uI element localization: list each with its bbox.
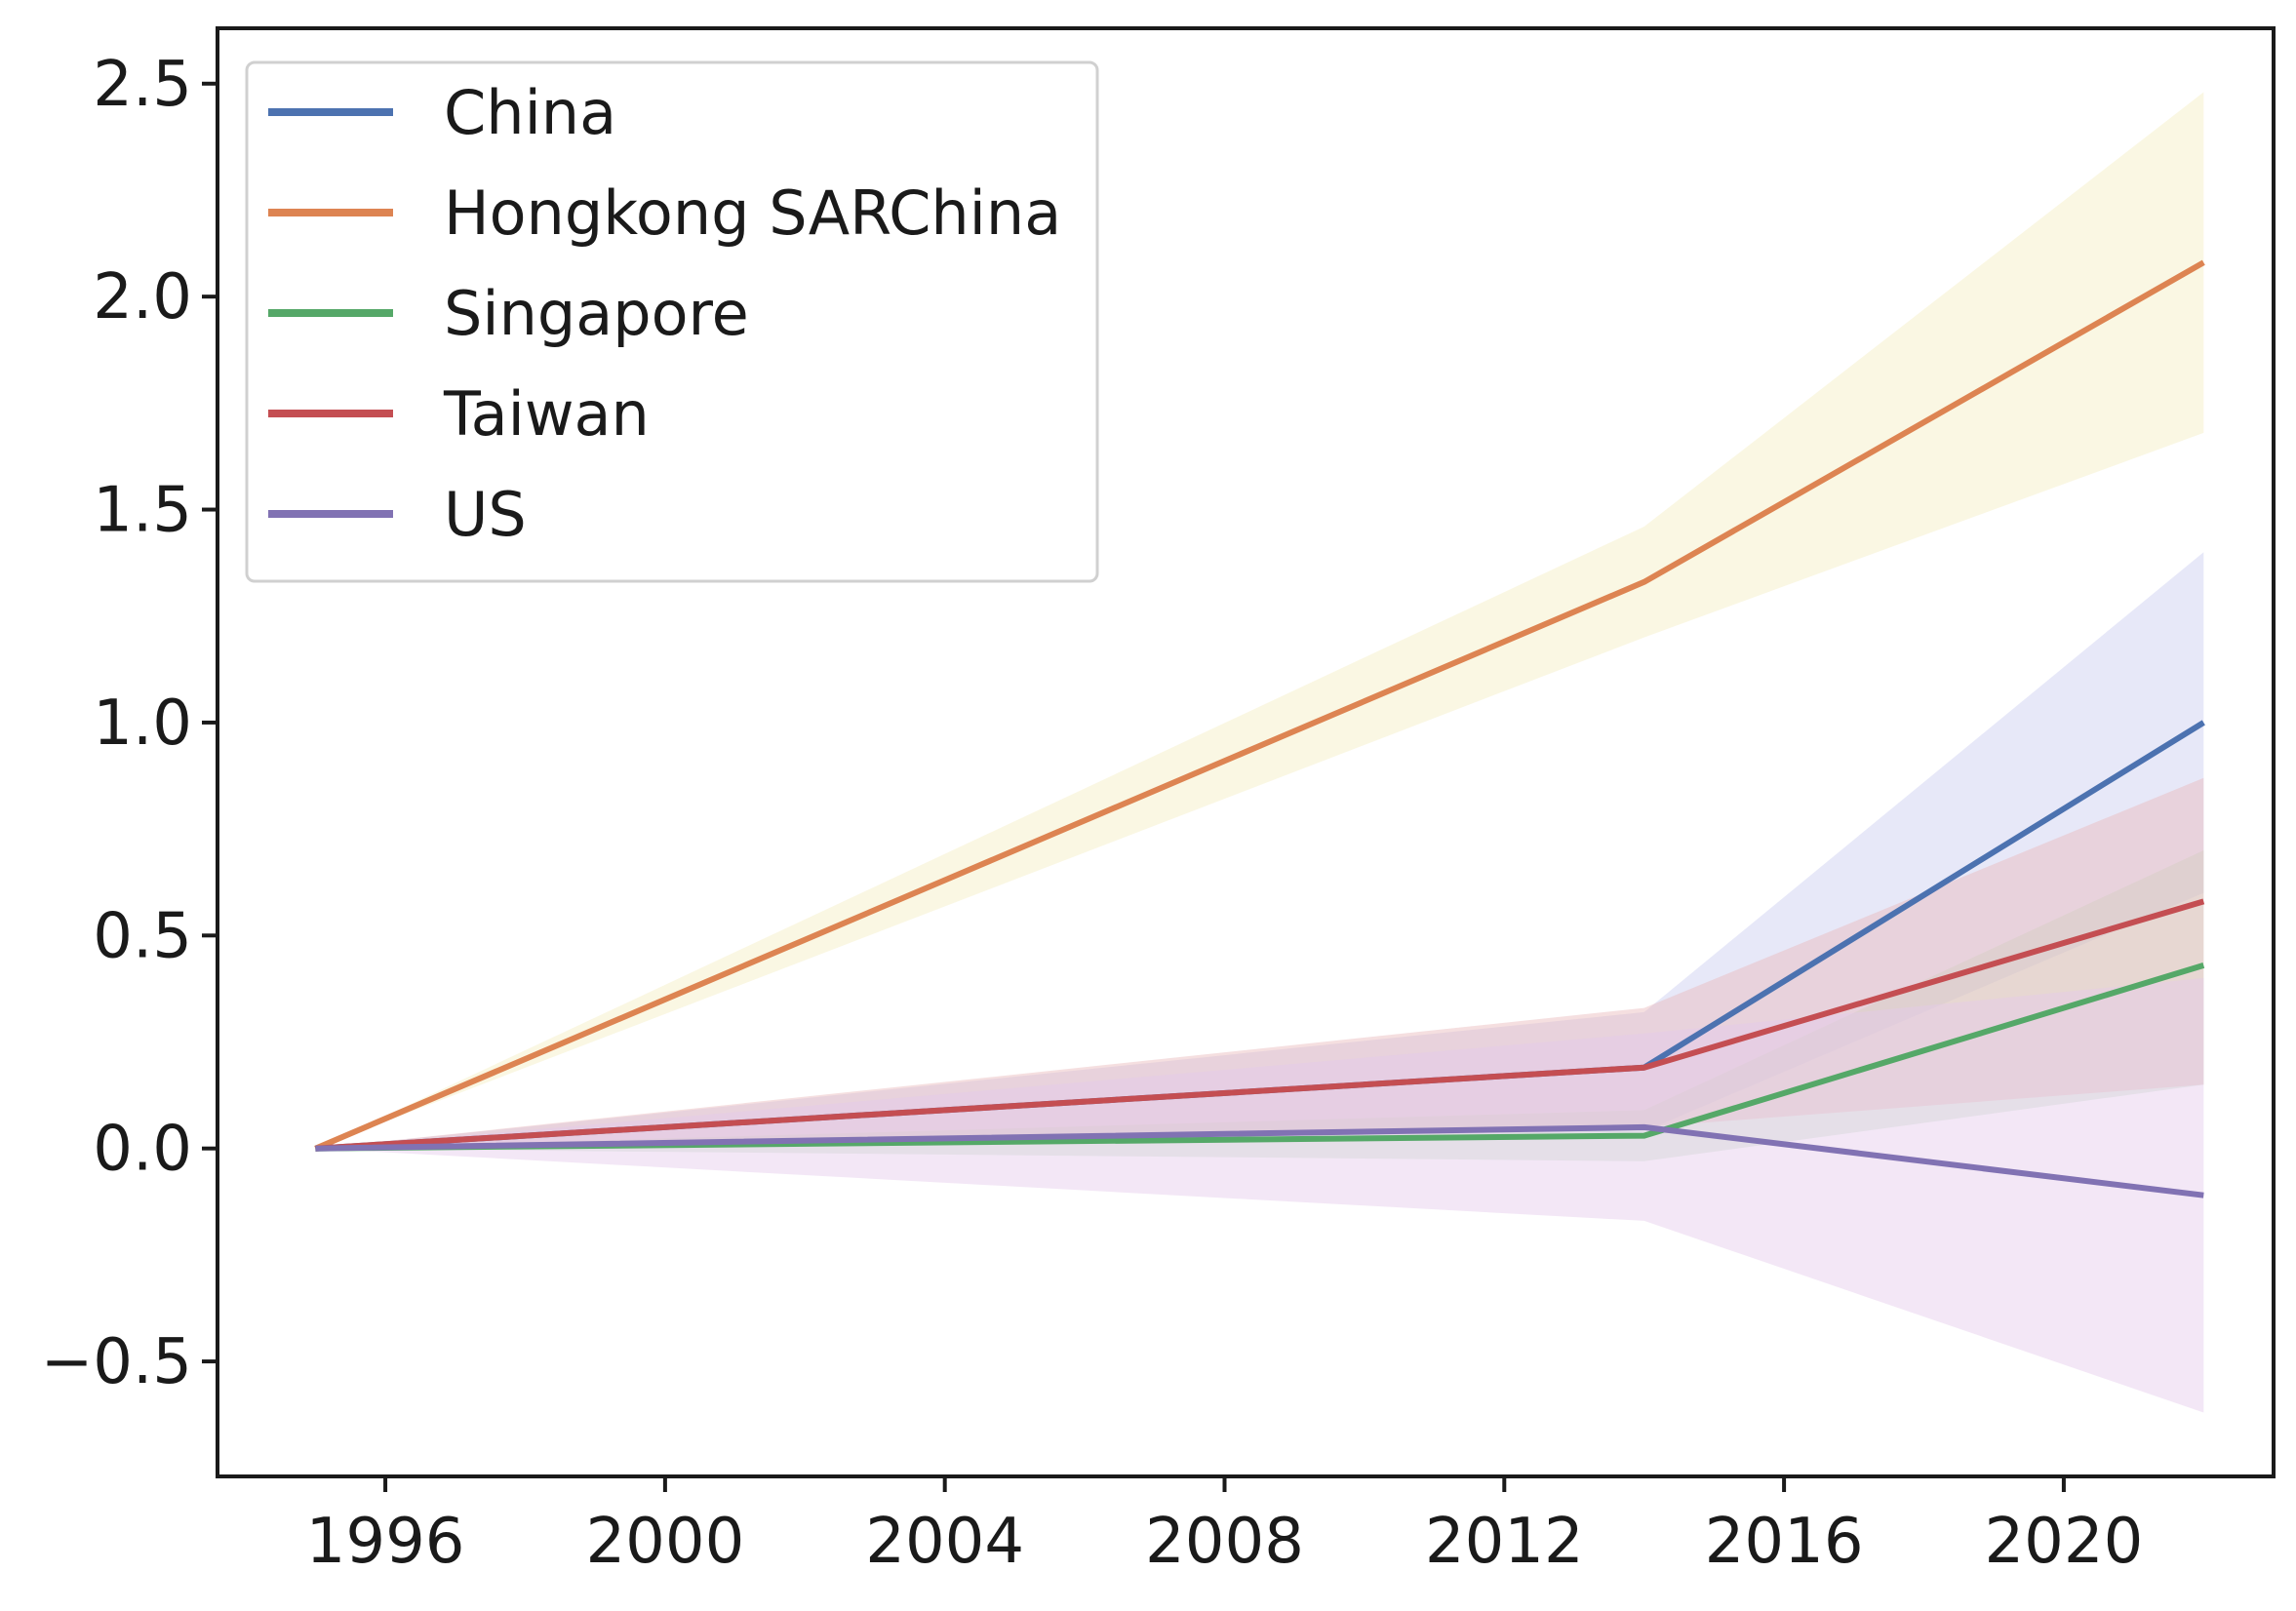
band-singapore (315, 850, 2204, 1161)
plot-frame (216, 26, 2276, 1478)
y-tick-label: 2.0 (93, 261, 192, 334)
y-axis: −0.5 0.0 0.5 1.0 1.5 2.0 2.5 (41, 49, 218, 1398)
band-china (315, 552, 2204, 1149)
legend-label-us: US (444, 479, 527, 550)
legend-frame (245, 60, 1099, 583)
y-tick-label: 2.5 (93, 49, 192, 121)
x-tick-label: 2020 (1984, 1506, 2143, 1578)
y-tick-label: 0.0 (93, 1114, 192, 1186)
y-tick-label: 1.0 (93, 688, 192, 760)
band-taiwan (315, 777, 2204, 1149)
confidence-bands (315, 92, 2204, 1413)
series-line-hongkong-sarchina (314, 259, 2205, 1152)
series-line-taiwan (315, 898, 2205, 1152)
series-line-us (315, 1123, 2204, 1198)
legend-item-singapore: Singapore (268, 278, 749, 349)
legend-item-hongkong-sarchina: Hongkong SARChina (268, 177, 1061, 249)
legend-item-us: US (268, 479, 527, 550)
band-us (315, 978, 2204, 1413)
series-lines (314, 259, 2205, 1198)
x-tick-label: 1996 (306, 1506, 465, 1578)
x-axis: 1996 2000 2004 2008 2012 2016 2020 (306, 1476, 2143, 1578)
legend: China Hongkong SARChina Singapore Taiwan US (245, 60, 1099, 583)
x-tick-label: 2016 (1705, 1506, 1864, 1578)
legend-label-china: China (444, 77, 616, 148)
legend-label-hongkong-sarchina: Hongkong SARChina (444, 177, 1061, 249)
x-tick-label: 2012 (1425, 1506, 1584, 1578)
legend-item-china: China (268, 77, 616, 148)
x-tick-label: 2008 (1145, 1506, 1304, 1578)
y-tick-label: 0.5 (93, 900, 192, 972)
x-tick-label: 2000 (585, 1506, 744, 1578)
y-tick-label: 1.5 (93, 475, 192, 547)
legend-label-singapore: Singapore (444, 278, 749, 349)
legend-item-taiwan: Taiwan (268, 378, 650, 450)
legend-label-taiwan: Taiwan (443, 378, 650, 450)
x-tick-label: 2004 (865, 1506, 1024, 1578)
y-tick-label: −0.5 (41, 1326, 192, 1398)
